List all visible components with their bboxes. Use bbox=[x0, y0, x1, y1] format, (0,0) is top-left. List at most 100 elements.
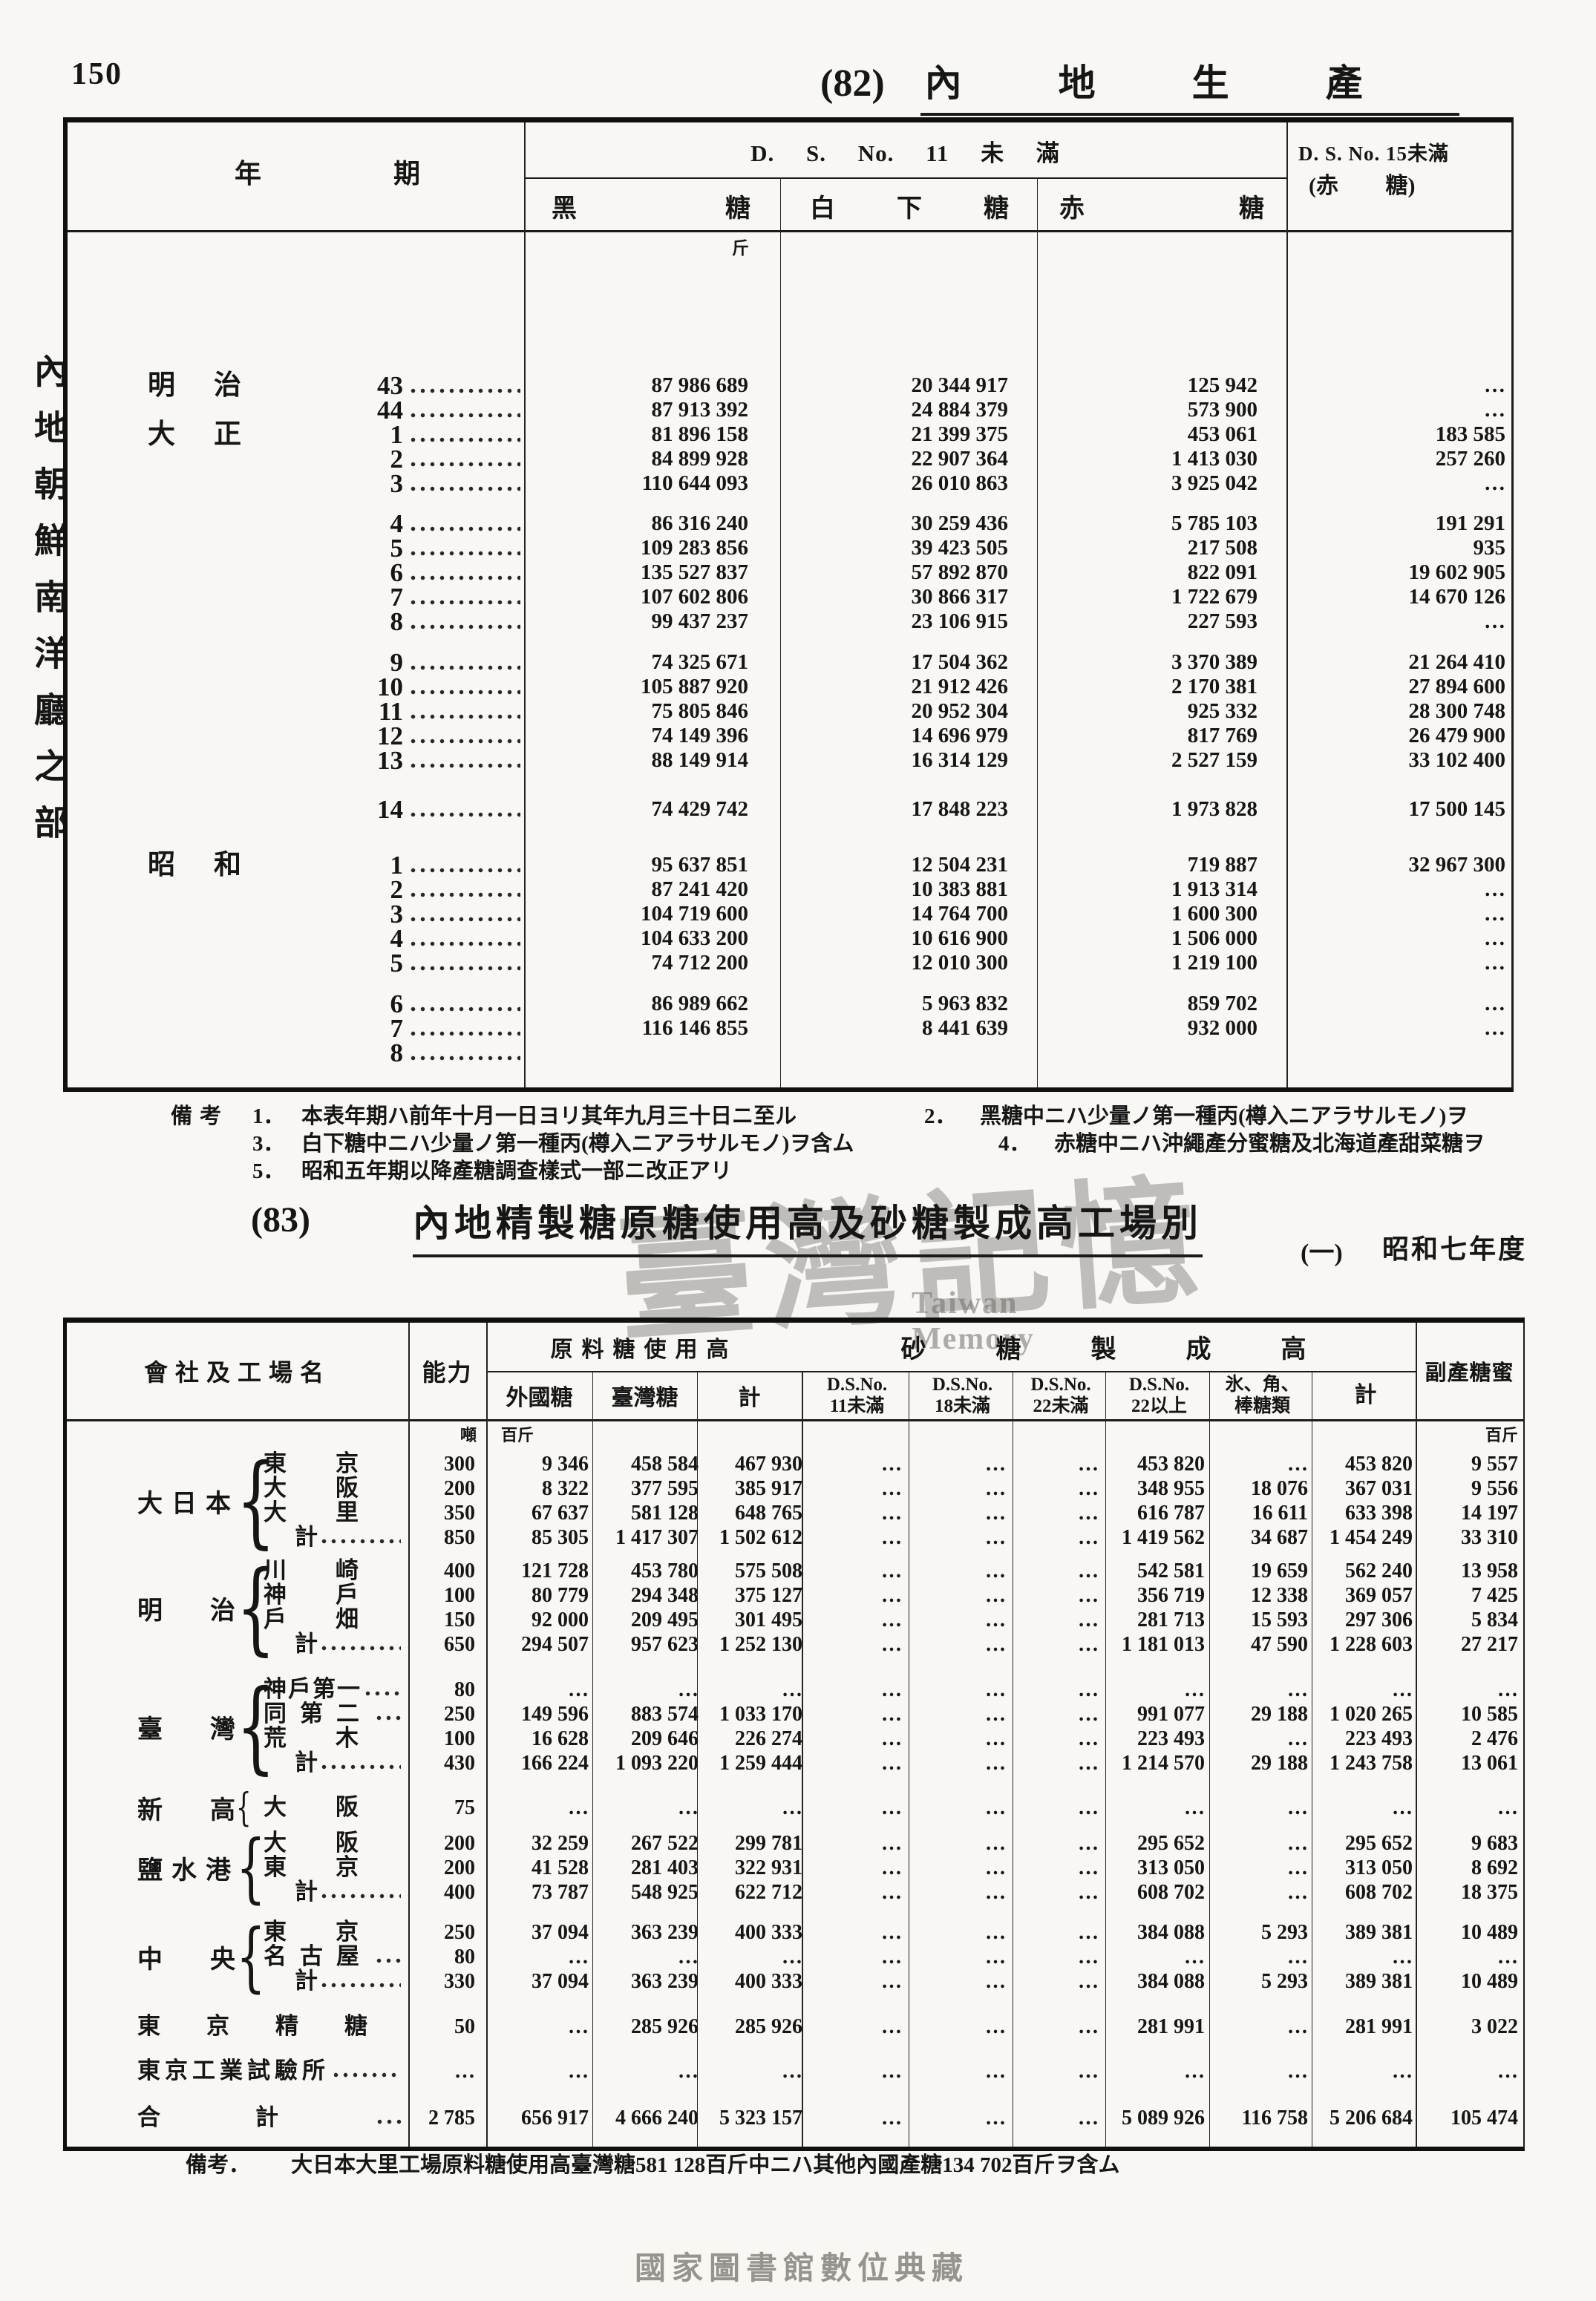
cell: 2 527 159 bbox=[1171, 748, 1257, 772]
capacity-value: 400 bbox=[444, 1881, 475, 1904]
dot-leader bbox=[333, 2072, 401, 2078]
cell: … bbox=[985, 1921, 1006, 1944]
table83-title: 內地精製糖原糖使用高及砂糖製成高工場別 bbox=[413, 1194, 1203, 1257]
cell: … bbox=[1078, 1945, 1099, 1968]
table-row: 7 116 146 855 8 441 639 932 000… bbox=[68, 1015, 1511, 1041]
row-group: 明治 43 87 986 689 20 344 917 125 942 … 44 87 913… bbox=[68, 372, 1511, 497]
column-header-ds-grade: 氷、角、 棒糖類 bbox=[1213, 1371, 1312, 1419]
cell: … bbox=[1392, 1678, 1413, 1701]
cell: … bbox=[881, 1752, 902, 1775]
cell: … bbox=[881, 1678, 902, 1701]
table-row: 大里 350 67 637 581 128 648 765 … … … 616 787 16 61… bbox=[67, 1500, 1523, 1525]
table-row: 5 109 283 856 39 423 505 217 508 935 bbox=[68, 535, 1511, 561]
table-row: 11 75 805 846 20 952 304 925 332 28 300 748 bbox=[68, 698, 1511, 724]
cell: 7 425 bbox=[1471, 1584, 1518, 1607]
cell: … bbox=[881, 1608, 902, 1631]
cell: … bbox=[1078, 1856, 1099, 1879]
cell: 313 050 bbox=[1345, 1856, 1413, 1879]
column-header-ds15: D. S. No. 15未滿 bbox=[1298, 143, 1450, 165]
company-label: 中央 bbox=[137, 1946, 283, 1974]
year-label: 13 bbox=[377, 746, 403, 775]
group-brace: { bbox=[236, 1913, 266, 2001]
cell: 1 722 679 bbox=[1171, 585, 1257, 609]
cell: … bbox=[985, 1453, 1006, 1476]
ds-line2: 22未滿 bbox=[1033, 1395, 1089, 1416]
cell: … bbox=[1078, 1502, 1099, 1525]
cell: 22 907 364 bbox=[911, 447, 1009, 471]
factory-name: 同第二 bbox=[264, 1701, 373, 1726]
cell: 467 930 bbox=[735, 1453, 802, 1476]
table-row: 東京 300 9 346 458 584 467 930 … … … 453 820 … 453 8… bbox=[67, 1451, 1523, 1476]
capacity-value: 350 bbox=[444, 1502, 475, 1525]
cell: … bbox=[881, 1453, 902, 1476]
factory-name-cell: 大里 bbox=[264, 1500, 405, 1525]
cell: … bbox=[782, 1796, 802, 1819]
cell: 5 785 103 bbox=[1171, 511, 1257, 535]
cell bbox=[784, 1041, 1008, 1065]
cell: 135 527 837 bbox=[641, 560, 748, 584]
cell: 24 884 379 bbox=[911, 398, 1009, 422]
page-number: 150 bbox=[71, 57, 122, 91]
cell: … bbox=[568, 1796, 589, 1819]
factory-name: 計 bbox=[295, 1524, 318, 1550]
cell: … bbox=[568, 2060, 589, 2083]
factory-name: 東京工業試驗所 bbox=[137, 2058, 330, 2084]
company-group: 明治{川崎 400 121 728 453 780 575 508……… 542 581 1… bbox=[67, 1557, 1523, 1657]
year-label: 14 bbox=[377, 795, 403, 824]
cell: 1 413 030 bbox=[1171, 447, 1257, 471]
table-row: 12 74 149 396 14 696 979 817 769 26 479 900 bbox=[68, 723, 1511, 749]
company-group: 東京工業試驗所…………………………… bbox=[67, 2058, 1523, 2084]
cell: 281 991 bbox=[1345, 2015, 1413, 2038]
cell: 1 243 758 bbox=[1330, 1752, 1413, 1775]
group-brace: { bbox=[236, 1441, 276, 1559]
cell: 18 375 bbox=[1461, 1881, 1518, 1904]
cell: 16 314 129 bbox=[911, 748, 1009, 772]
cell: 86 989 662 bbox=[651, 992, 749, 1015]
cell: 16 628 bbox=[532, 1727, 589, 1750]
cell bbox=[528, 1041, 748, 1065]
cell: 109 283 856 bbox=[641, 536, 748, 560]
cell: 1 600 300 bbox=[1171, 902, 1257, 926]
company-label: 鹽水港 bbox=[137, 1857, 240, 1885]
year-label: 3 bbox=[390, 900, 404, 929]
table83-remark: 備考． 大日本大里工場原料糖使用高臺灣糖581 128百斤中ニハ其他內國產糖134… bbox=[186, 2147, 1120, 2179]
column-rule bbox=[697, 1371, 698, 2147]
table-row: 神戶第一 80………………………… bbox=[67, 1677, 1523, 1702]
cell: … bbox=[881, 1703, 902, 1726]
dot-leader bbox=[411, 690, 520, 695]
cell: 935 bbox=[1473, 536, 1506, 560]
factory-name-cell: 合計 bbox=[137, 2105, 405, 2130]
table-row: 4 104 633 200 10 616 900 1 506 000… bbox=[68, 926, 1511, 952]
company-group: 新高{大阪 75………………………… bbox=[67, 1789, 1523, 1827]
header-rule bbox=[68, 230, 1511, 232]
capacity-value: 75 bbox=[454, 1796, 475, 1819]
table82-body: 明治 43 87 986 689 20 344 917 125 942… 44 87 913… bbox=[68, 260, 1511, 1066]
cell: 18 076 bbox=[1251, 1477, 1308, 1500]
cell: … bbox=[1078, 1703, 1099, 1726]
remark-number: 4． bbox=[998, 1132, 1031, 1156]
cell: … bbox=[881, 1796, 902, 1819]
table83-tag: (83) bbox=[251, 1200, 310, 1240]
column-header-ds-grade: D.S.No. 18未滿 bbox=[912, 1371, 1013, 1419]
cell: … bbox=[1184, 1945, 1205, 1968]
cell: 301 495 bbox=[735, 1608, 802, 1631]
cell: 28 300 748 bbox=[1408, 699, 1506, 723]
capacity-value: 200 bbox=[444, 1477, 475, 1500]
cell: 10 616 900 bbox=[911, 926, 1009, 950]
year-label: 2 bbox=[390, 445, 404, 474]
column-header-ds-grade: D.S.No. 11未滿 bbox=[805, 1371, 909, 1419]
column-header-ds15-sub: (赤 糖) bbox=[1309, 174, 1416, 198]
cell: 281 713 bbox=[1137, 1608, 1205, 1631]
cell: 363 239 bbox=[631, 1970, 699, 1993]
dot-leader bbox=[376, 1715, 401, 1721]
cell: … bbox=[881, 1832, 902, 1855]
cell: … bbox=[1078, 1559, 1099, 1582]
company-group: 合計 2 785 656 917 4 666 240 5 323 157 … … … 5 089… bbox=[67, 2105, 1523, 2130]
dot-leader bbox=[411, 1031, 520, 1036]
table-row: 計 330 37 094 363 239 400 333 … … … 384 088 5 293 3… bbox=[67, 1968, 1523, 1994]
cell: … bbox=[568, 1945, 589, 1968]
cell: … bbox=[1484, 992, 1505, 1015]
cell: 14 670 126 bbox=[1408, 585, 1506, 609]
capacity-value: 430 bbox=[444, 1752, 475, 1775]
